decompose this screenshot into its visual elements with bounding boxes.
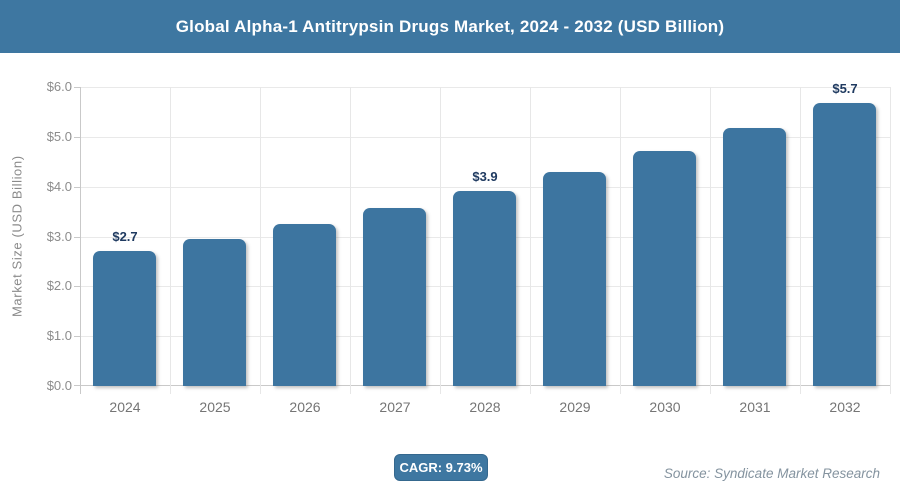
bar-2028[interactable] [453, 191, 516, 386]
bar-slot-2027: 2027 [350, 87, 440, 415]
y-axis-tick [74, 286, 80, 288]
y-tick-label: $2.0 [46, 278, 72, 294]
y-axis-tick [74, 236, 80, 238]
bar-slot-2026: 2026 [260, 87, 350, 415]
y-axis-tick [74, 136, 80, 138]
source-attribution: Source: Syndicate Market Research [663, 466, 880, 481]
gridline-vertical [530, 87, 531, 394]
x-tick-label-2031: 2031 [739, 399, 771, 415]
bar-value-label-2028: $3.9 [472, 169, 498, 185]
chart-title: Global Alpha-1 Antitrypsin Drugs Market,… [175, 16, 725, 36]
bar-2025[interactable] [183, 238, 246, 386]
gridline-vertical [890, 87, 891, 394]
y-tick-label: $5.0 [46, 128, 72, 144]
y-axis-tick [74, 336, 80, 338]
bar-value-label-2032: $5.7 [832, 81, 858, 97]
chart-title-bar: Global Alpha-1 Antitrypsin Drugs Market,… [0, 0, 900, 53]
gridline-horizontal [80, 186, 890, 188]
bar-2029[interactable] [543, 172, 606, 386]
bar-2026[interactable] [273, 224, 336, 386]
bar-slot-2032: $5.7 2032 [800, 81, 890, 415]
y-axis-tick [74, 186, 80, 188]
bar-slot-2025: 2025 [170, 87, 260, 415]
y-tick-label: $4.0 [46, 178, 72, 194]
x-tick-label-2028: 2028 [469, 399, 501, 415]
bar-slot-2024: $2.7 2024 [80, 87, 170, 415]
gridline-vertical [350, 87, 351, 394]
bar-slot-2030: 2030 [620, 87, 710, 415]
x-tick-label-2026: 2026 [289, 399, 321, 415]
gridline-horizontal [80, 136, 890, 138]
y-tick-label: $1.0 [46, 328, 72, 344]
gridline-vertical [260, 87, 261, 394]
gridline-horizontal [80, 87, 890, 88]
plot-area: $0.0 $1.0 $2.0 $3.0 $4.0 $5.0 $6.0 $2.7 2024 2025… [47, 79, 891, 415]
x-tick-label-2032: 2032 [829, 399, 861, 415]
gridline-vertical [620, 87, 621, 394]
x-tick-label-2024: 2024 [109, 399, 141, 415]
bar-2030[interactable] [633, 151, 696, 386]
bar-value-label-2024: $2.7 [112, 229, 138, 245]
y-tick-label: $6.0 [46, 79, 72, 94]
x-tick-label-2027: 2027 [379, 399, 411, 415]
cagr-badge: CAGR: 9.73% [394, 454, 488, 481]
y-axis-tick [74, 385, 80, 386]
bar-2027[interactable] [363, 208, 426, 386]
gridline-vertical [170, 87, 171, 394]
y-axis-tick [74, 87, 80, 88]
bar-2031[interactable] [723, 128, 786, 386]
bar-2024[interactable] [93, 251, 156, 386]
bar-slot-2031: 2031 [710, 87, 800, 415]
gridline-vertical [710, 87, 711, 394]
x-tick-label-2025: 2025 [199, 399, 231, 415]
bar-2032[interactable] [813, 103, 876, 386]
y-tick-label: $3.0 [46, 228, 72, 244]
y-tick-label: $0.0 [46, 378, 72, 393]
y-axis-line [80, 87, 81, 394]
bar-slot-2029: 2029 [530, 87, 620, 415]
x-tick-label-2030: 2030 [649, 399, 681, 415]
gridline-vertical [800, 87, 801, 394]
gridline-vertical [440, 87, 441, 394]
bar-slot-2028: $3.9 2028 [440, 87, 530, 415]
x-tick-label-2029: 2029 [559, 399, 591, 415]
